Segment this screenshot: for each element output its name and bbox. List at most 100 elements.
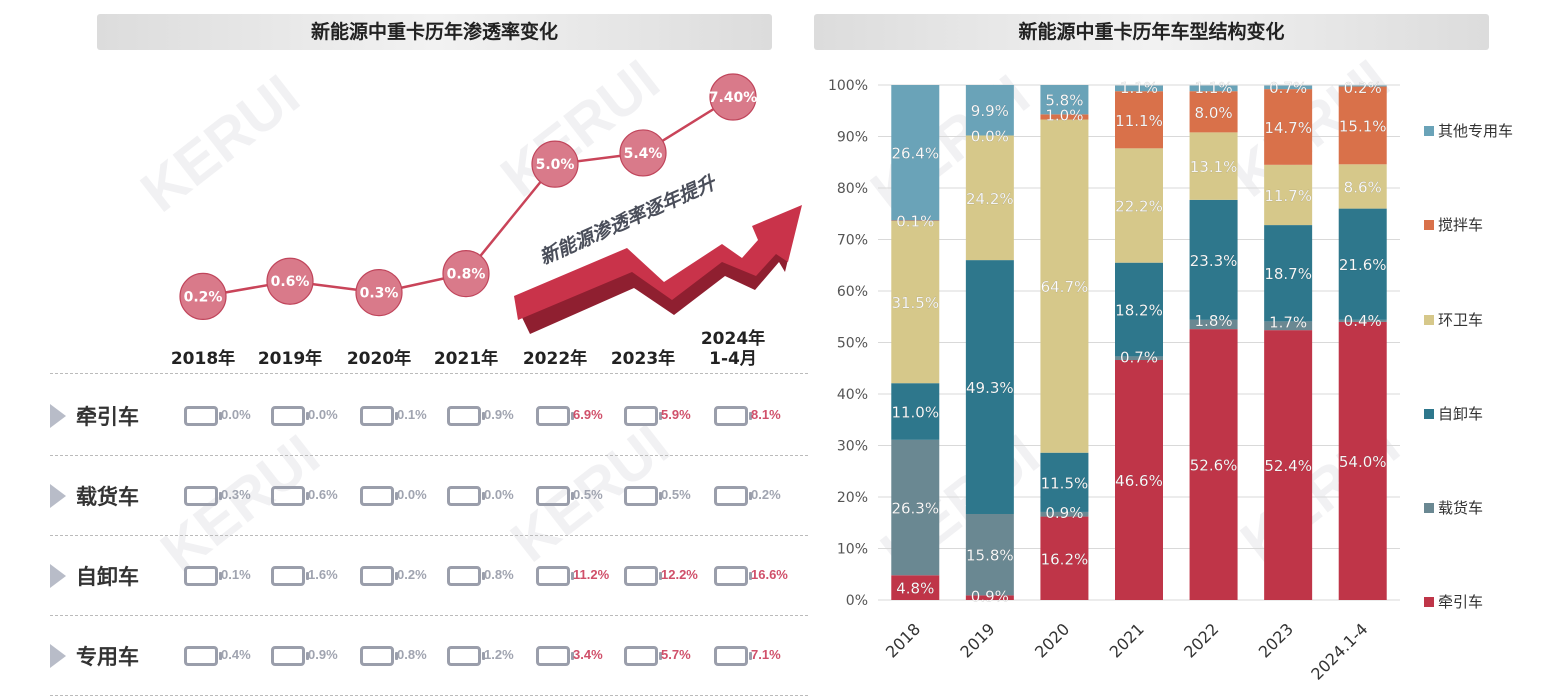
row-value: 1.2% bbox=[484, 647, 514, 662]
battery-icon bbox=[714, 486, 752, 506]
bar-data-label: 15.1% bbox=[1339, 117, 1387, 135]
battery-icon bbox=[271, 566, 309, 586]
year-label: 2018年 bbox=[171, 348, 235, 369]
structure-stacked-bar-chart: 0% 10% 20% 30% 40% 50% 60% 70% 80% 90% 100% 4.8% 26.… bbox=[828, 78, 1513, 684]
battery-icon bbox=[447, 646, 485, 666]
bar-segment bbox=[965, 85, 1014, 136]
bar-data-label: 1.1% bbox=[1120, 79, 1158, 97]
year-label: 2022年 bbox=[523, 348, 587, 369]
bar-segment bbox=[891, 85, 940, 221]
row-value: 0.2% bbox=[397, 567, 427, 582]
row-value: 0.8% bbox=[484, 567, 514, 582]
battery-icon bbox=[536, 646, 574, 666]
row-value: 5.7% bbox=[661, 647, 691, 662]
data-point-circle bbox=[179, 272, 227, 321]
battery-icon bbox=[714, 406, 752, 426]
left-panel-title: 新能源中重卡历年渗透率变化 bbox=[97, 14, 772, 50]
y-tick-label: 20% bbox=[837, 490, 868, 506]
row-value: 0.1% bbox=[397, 407, 427, 422]
bar-segment bbox=[891, 220, 940, 384]
battery-icon bbox=[360, 566, 398, 586]
bar-segment bbox=[965, 260, 1014, 514]
bar-segment bbox=[1189, 199, 1238, 320]
y-tick-label: 40% bbox=[837, 387, 868, 403]
data-point-label: 5.4% bbox=[624, 146, 663, 162]
bar-data-label: 1.0% bbox=[1045, 106, 1083, 124]
battery-icon bbox=[714, 566, 752, 586]
bar-segment bbox=[1189, 132, 1238, 200]
row-marker-icon bbox=[50, 564, 66, 588]
x-tick-label: 2022 bbox=[1180, 619, 1222, 661]
data-point-circle bbox=[709, 73, 757, 121]
row-value: 0.1% bbox=[221, 567, 251, 582]
bar-segment bbox=[965, 135, 1014, 261]
data-point-label: 0.6% bbox=[271, 274, 310, 290]
bar-data-label: 26.3% bbox=[891, 500, 939, 518]
legend-label: 其他专用车 bbox=[1438, 122, 1513, 140]
x-tick-label: 2023 bbox=[1255, 619, 1297, 661]
battery-icon bbox=[184, 486, 222, 506]
bar-data-label: 1.7% bbox=[1269, 313, 1307, 331]
bar-data-label: 54.0% bbox=[1339, 453, 1387, 471]
bar-segment bbox=[1264, 85, 1313, 90]
penetration-by-type-table: 牵引车 0.0% 0.0% 0.1% 0.9% 6.9% 5.9% 8.1% 载货车 0.3% 0.… bbox=[0, 370, 812, 696]
row-marker-icon bbox=[50, 484, 66, 508]
row-value: 0.0% bbox=[484, 487, 514, 502]
battery-icon bbox=[624, 406, 662, 426]
bar-segment bbox=[1040, 516, 1089, 600]
bar-data-label: 11.7% bbox=[1264, 187, 1312, 205]
battery-icon bbox=[536, 566, 574, 586]
bar-segment bbox=[1264, 330, 1313, 600]
bar-data-label: 22.2% bbox=[1115, 198, 1163, 216]
right-panel-title: 新能源中重卡历年车型结构变化 bbox=[814, 14, 1489, 50]
bar-data-label: 11.0% bbox=[891, 404, 939, 422]
year-label: 2023年 bbox=[611, 348, 675, 369]
bar-data-label: 0.2% bbox=[1344, 79, 1382, 97]
row-value: 6.9% bbox=[573, 407, 603, 422]
legend-swatch bbox=[1424, 220, 1434, 230]
battery-icon bbox=[360, 646, 398, 666]
battery-icon bbox=[271, 646, 309, 666]
bar-data-label: 0.7% bbox=[1269, 79, 1307, 97]
legend-swatch bbox=[1424, 409, 1434, 419]
x-tick-label: 2021 bbox=[1106, 619, 1148, 661]
bar-data-label: 0.1% bbox=[896, 212, 934, 230]
bar-data-label: 52.4% bbox=[1264, 457, 1312, 475]
year-label: 2024年 bbox=[701, 328, 765, 349]
bar-data-label: 15.8% bbox=[966, 547, 1014, 565]
row-value: 0.2% bbox=[751, 487, 781, 502]
bar-segment bbox=[965, 513, 1014, 596]
bar-data-label: 21.6% bbox=[1339, 256, 1387, 274]
row-value: 0.9% bbox=[308, 647, 338, 662]
battery-icon bbox=[447, 406, 485, 426]
data-point-circle bbox=[619, 129, 667, 177]
bar-segment bbox=[1115, 360, 1163, 600]
bar-segment bbox=[1264, 321, 1313, 331]
bar-segment bbox=[965, 595, 1014, 600]
row-value: 0.0% bbox=[397, 487, 427, 502]
bar-data-label: 8.0% bbox=[1195, 104, 1233, 122]
row-divider bbox=[50, 535, 808, 536]
bar-data-label: 52.6% bbox=[1190, 457, 1238, 475]
x-tick-label: 2018 bbox=[882, 619, 924, 661]
bar-segment bbox=[1189, 85, 1238, 92]
data-point-label: 0.2% bbox=[184, 289, 223, 305]
bar-segment bbox=[891, 220, 940, 221]
bar-segment bbox=[1338, 86, 1387, 165]
bar-data-label: 14.7% bbox=[1264, 119, 1312, 137]
row-value: 3.4% bbox=[573, 647, 603, 662]
battery-icon bbox=[184, 406, 222, 426]
bar-segment bbox=[1040, 119, 1089, 453]
year-label: 2019年 bbox=[258, 348, 322, 369]
row-value: 0.4% bbox=[221, 647, 251, 662]
battery-icon bbox=[624, 646, 662, 666]
row-value: 8.1% bbox=[751, 407, 781, 422]
bar-data-label: 5.8% bbox=[1045, 91, 1083, 109]
row-value: 11.2% bbox=[573, 567, 610, 582]
row-label: 专用车 bbox=[76, 645, 139, 669]
legend-swatch bbox=[1424, 126, 1434, 136]
legend-label: 搅拌车 bbox=[1438, 216, 1483, 234]
bar-data-label: 23.3% bbox=[1190, 252, 1238, 270]
bar-data-label: 16.2% bbox=[1041, 550, 1089, 568]
battery-icon bbox=[184, 566, 222, 586]
